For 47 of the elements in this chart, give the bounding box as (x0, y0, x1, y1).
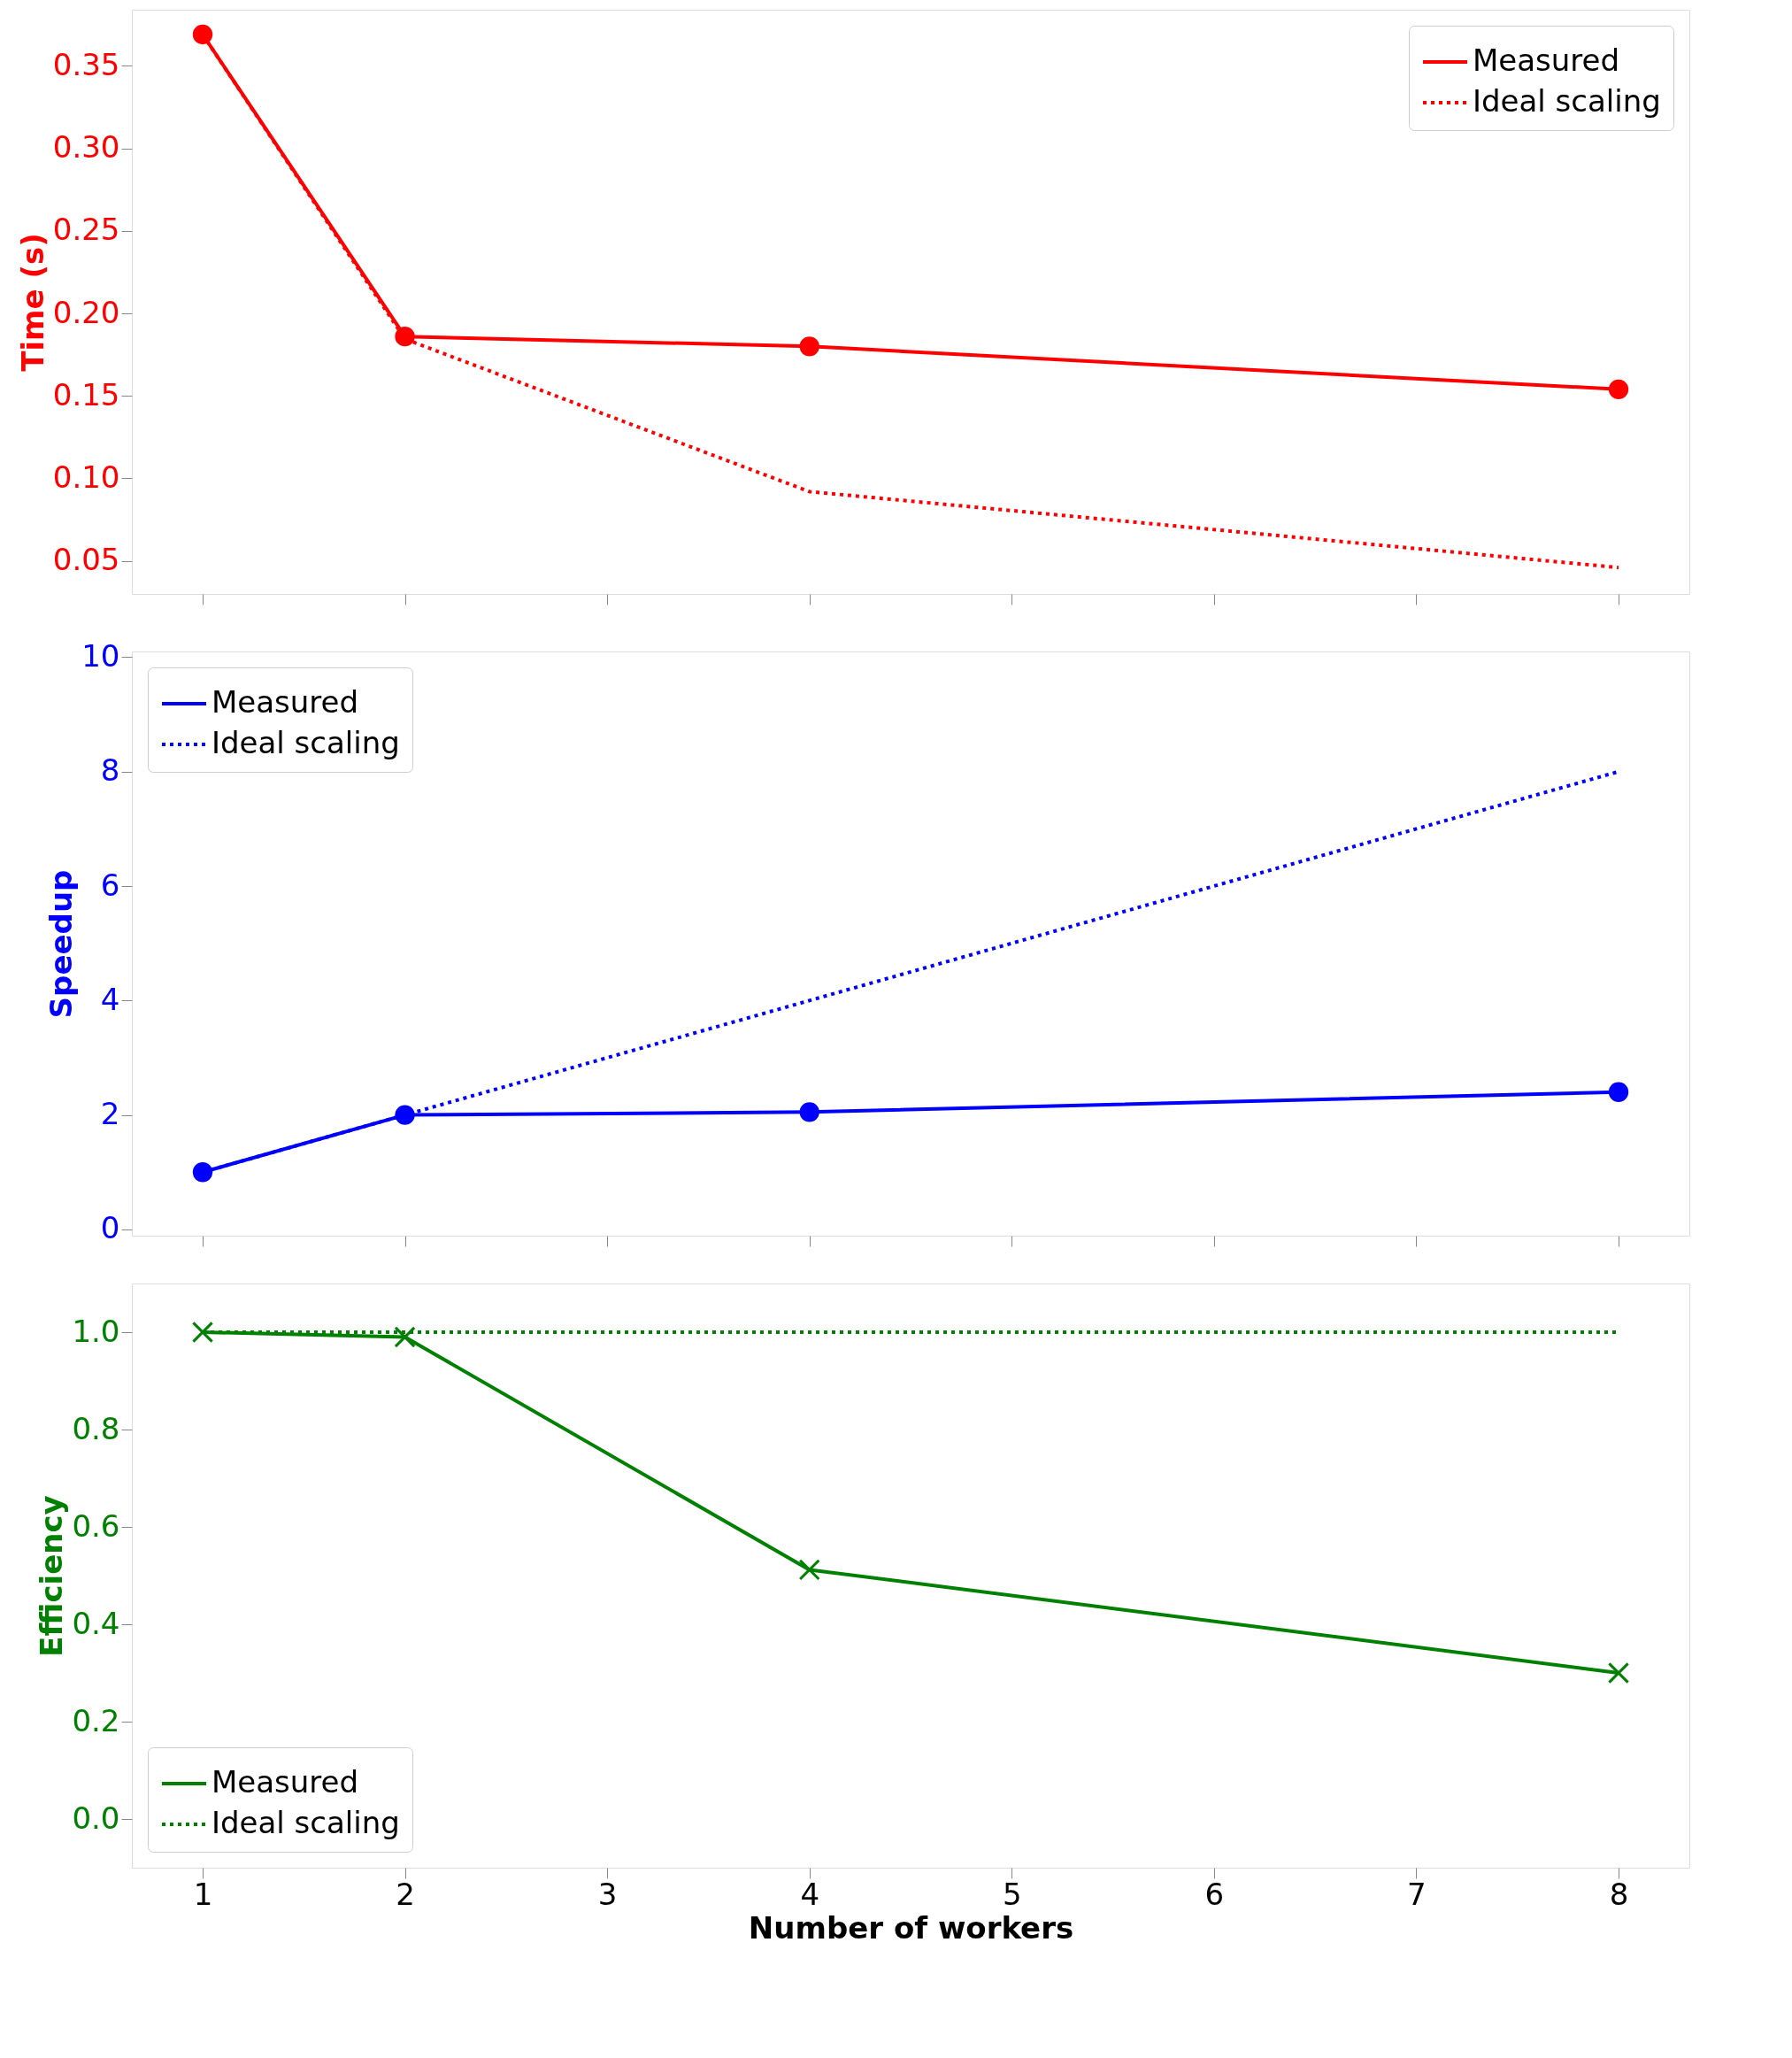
y-tick-label: 0.30 (52, 129, 120, 166)
y-tick-label: 0.20 (52, 294, 120, 330)
point (1608, 379, 1629, 399)
x-tick-label: 4 (800, 1876, 820, 1912)
point (799, 336, 819, 357)
point (799, 1102, 819, 1122)
legend-label: Ideal scaling (1473, 83, 1661, 119)
x-tick-label: 8 (1609, 1876, 1629, 1912)
y-tick-label: 0.0 (72, 1800, 120, 1836)
y-tick-label: 1.0 (72, 1313, 120, 1349)
y-tick-label: 8 (100, 752, 120, 789)
y-tick-label: 0.2 (72, 1702, 120, 1738)
x-tick-label: 7 (1407, 1876, 1427, 1912)
point (798, 1559, 820, 1581)
x-axis-title: Number of workers (748, 1909, 1074, 1946)
legend-label: Ideal scaling (212, 1805, 400, 1840)
y-axis-title: Efficiency (34, 1495, 70, 1657)
point (394, 1326, 416, 1348)
x-tick-label: 2 (396, 1876, 415, 1912)
point (192, 1162, 213, 1183)
y-tick-label: 6 (100, 867, 120, 903)
point (395, 326, 415, 347)
point (192, 24, 213, 45)
y-tick-label: 0 (100, 1210, 120, 1246)
y-tick-label: 0.25 (52, 212, 120, 248)
y-tick-label: 0.35 (52, 46, 120, 82)
y-tick-label: 0.15 (52, 376, 120, 412)
y-tick-label: 0.10 (52, 459, 120, 495)
y-tick-label: 2 (100, 1096, 120, 1132)
y-tick-label: 0.6 (72, 1507, 120, 1544)
x-tick-label: 6 (1204, 1876, 1225, 1912)
y-tick-label: 10 (81, 637, 120, 674)
y-tick-label: 4 (100, 981, 120, 1017)
point (1607, 1661, 1630, 1684)
y-axis-title: Time (s) (14, 233, 50, 372)
y-tick-label: 0.05 (52, 542, 120, 578)
legend-label: Measured (1473, 42, 1620, 78)
x-tick-label: 1 (193, 1876, 213, 1912)
y-tick-label: 0.4 (72, 1605, 120, 1641)
y-tick-label: 0.8 (72, 1410, 120, 1446)
legend-label: Measured (212, 1764, 359, 1800)
point (1608, 1082, 1629, 1102)
x-tick-label: 3 (597, 1876, 618, 1912)
x-tick-label: 5 (1002, 1876, 1022, 1912)
y-axis-title: Speedup (43, 869, 80, 1019)
legend-label: Ideal scaling (212, 725, 400, 760)
legend-label: Measured (212, 684, 359, 720)
